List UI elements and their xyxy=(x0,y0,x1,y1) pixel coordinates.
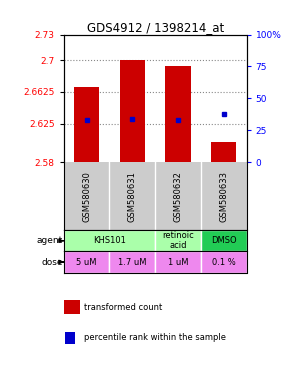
Bar xyxy=(74,87,99,162)
Bar xyxy=(211,142,236,162)
Text: agent: agent xyxy=(37,236,63,245)
Text: GSM580630: GSM580630 xyxy=(82,170,91,222)
Bar xyxy=(201,252,246,273)
Text: 1 uM: 1 uM xyxy=(168,258,188,266)
Text: GDS4912 / 1398214_at: GDS4912 / 1398214_at xyxy=(86,21,224,34)
Text: GSM580631: GSM580631 xyxy=(128,170,137,222)
Text: 0.1 %: 0.1 % xyxy=(212,258,235,266)
Text: GSM580632: GSM580632 xyxy=(173,170,182,222)
Text: DMSO: DMSO xyxy=(211,236,236,245)
Text: transformed count: transformed count xyxy=(84,303,162,312)
Text: KHS101: KHS101 xyxy=(93,236,126,245)
Bar xyxy=(110,252,155,273)
Text: 1.7 uM: 1.7 uM xyxy=(118,258,146,266)
Bar xyxy=(165,66,191,162)
Bar xyxy=(201,230,246,252)
Bar xyxy=(120,60,145,162)
Text: percentile rank within the sample: percentile rank within the sample xyxy=(84,333,226,343)
Text: GSM580633: GSM580633 xyxy=(219,170,228,222)
Bar xyxy=(155,252,201,273)
Text: 5 uM: 5 uM xyxy=(76,258,97,266)
Text: dose: dose xyxy=(41,258,63,266)
Bar xyxy=(155,230,201,252)
Text: retinoic
acid: retinoic acid xyxy=(162,232,194,250)
Bar xyxy=(64,230,155,252)
Bar xyxy=(64,252,110,273)
